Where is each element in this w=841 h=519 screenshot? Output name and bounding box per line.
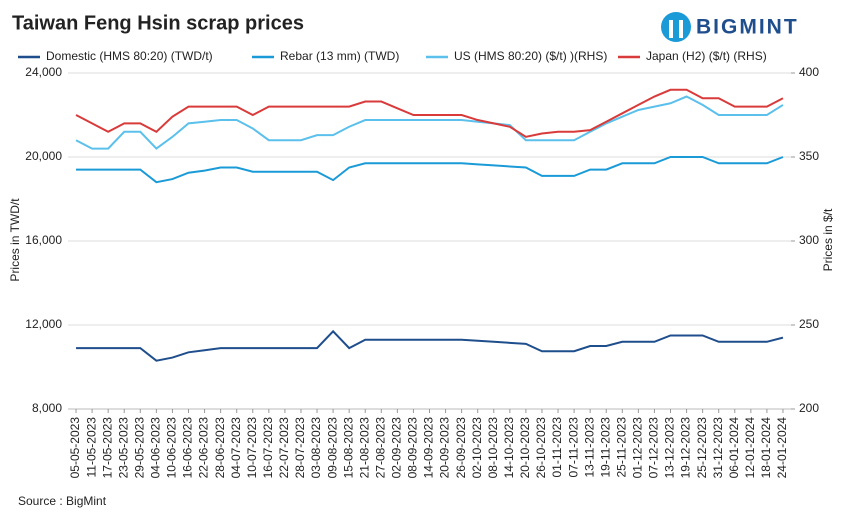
x-tick-label: 11-05-2023 — [84, 417, 98, 478]
x-tick-label: 24-01-2024 — [775, 417, 789, 479]
legend-label: Domestic (HMS 80:20) (TWD/t) — [46, 49, 213, 63]
x-tick-label: 19-12-2023 — [679, 417, 693, 479]
x-tick-label: 13-11-2023 — [582, 417, 596, 478]
logo-icon-bar — [679, 20, 683, 38]
x-tick-label: 28-06-2023 — [213, 417, 227, 479]
logo-icon — [661, 12, 691, 42]
x-tick-label: 06-01-2024 — [727, 417, 741, 479]
x-tick-label: 18-01-2024 — [759, 417, 773, 479]
x-tick-label: 10-06-2023 — [165, 417, 179, 479]
y-tick-label: 20,000 — [25, 149, 62, 163]
y-tick-label: 12,000 — [25, 317, 62, 331]
x-tick-label: 01-11-2023 — [550, 417, 564, 478]
y-axis-label: Prices in TWD/t — [8, 198, 22, 282]
x-tick-label: 25-11-2023 — [614, 417, 628, 478]
x-tick-label: 20-10-2023 — [518, 417, 532, 479]
x-tick-label: 22-06-2023 — [197, 417, 211, 479]
series-line — [75, 95, 784, 150]
x-tick-label: 03-08-2023 — [309, 417, 323, 479]
x-tick-label: 22-07-2023 — [277, 417, 291, 479]
x-tick-label: 13-12-2023 — [663, 417, 677, 479]
x-tick-label: 14-10-2023 — [502, 417, 516, 479]
x-tick-label: 09-08-2023 — [325, 417, 339, 479]
x-tick-label: 07-12-2023 — [647, 417, 661, 479]
x-tick-label: 17-05-2023 — [100, 417, 114, 479]
x-tick-label: 04-07-2023 — [229, 417, 243, 479]
x-tick-label: 08-10-2023 — [486, 417, 500, 479]
x-tick-label: 31-12-2023 — [711, 417, 725, 479]
x-tick-label: 08-09-2023 — [406, 417, 420, 479]
x-tick-label: 26-10-2023 — [534, 417, 548, 479]
chart-title: Taiwan Feng Hsin scrap prices — [12, 12, 304, 34]
x-tick-label: 12-01-2024 — [743, 417, 757, 479]
x-tick-label: 10-07-2023 — [245, 417, 259, 479]
x-tick-label: 25-12-2023 — [695, 417, 709, 479]
y2-axis-label: Prices in $/t — [821, 208, 835, 271]
x-tick-label: 27-08-2023 — [373, 417, 387, 479]
series-line — [76, 156, 784, 184]
x-tick-label: 20-09-2023 — [438, 417, 452, 479]
x-tick-label: 21-08-2023 — [357, 417, 371, 479]
logo-icon-bar — [669, 20, 673, 38]
y2-tick-label: 400 — [799, 65, 819, 79]
legend-label: US (HMS 80:20) ($/t) )(RHS) — [454, 49, 607, 63]
y-tick-label: 16,000 — [25, 233, 62, 247]
x-tick-label: 16-07-2023 — [261, 417, 275, 479]
series-line — [75, 88, 784, 138]
y2-tick-label: 200 — [799, 401, 819, 415]
y2-tick-label: 350 — [799, 149, 819, 163]
legend-label: Rebar (13 mm) (TWD) — [280, 49, 399, 63]
x-tick-label: 28-07-2023 — [293, 417, 307, 479]
x-tick-label: 16-06-2023 — [181, 417, 195, 479]
x-tick-label: 04-06-2023 — [149, 417, 163, 479]
y2-tick-label: 250 — [799, 317, 819, 331]
source: Source : BigMint — [18, 494, 107, 508]
x-tick-label: 05-05-2023 — [68, 417, 82, 479]
legend-label: Japan (H2) ($/t) (RHS) — [646, 49, 767, 63]
x-tick-label: 02-09-2023 — [390, 417, 404, 479]
x-tick-label: 23-05-2023 — [116, 417, 130, 479]
x-tick-label: 15-08-2023 — [341, 417, 355, 479]
x-tick-label: 19-11-2023 — [598, 417, 612, 478]
logo-text: BIGMINT — [696, 16, 799, 39]
x-tick-label: 02-10-2023 — [470, 417, 484, 479]
y-tick-label: 24,000 — [25, 65, 62, 79]
y-tick-label: 8,000 — [32, 401, 62, 415]
x-tick-label: 26-09-2023 — [454, 417, 468, 479]
series-line — [76, 329, 784, 362]
x-tick-label: 07-11-2023 — [566, 417, 580, 478]
y2-tick-label: 300 — [799, 233, 819, 247]
x-tick-label: 29-05-2023 — [132, 417, 146, 479]
x-tick-label: 14-09-2023 — [422, 417, 436, 479]
logo: BIGMINT — [661, 12, 799, 42]
x-tick-label: 01-12-2023 — [631, 417, 645, 479]
